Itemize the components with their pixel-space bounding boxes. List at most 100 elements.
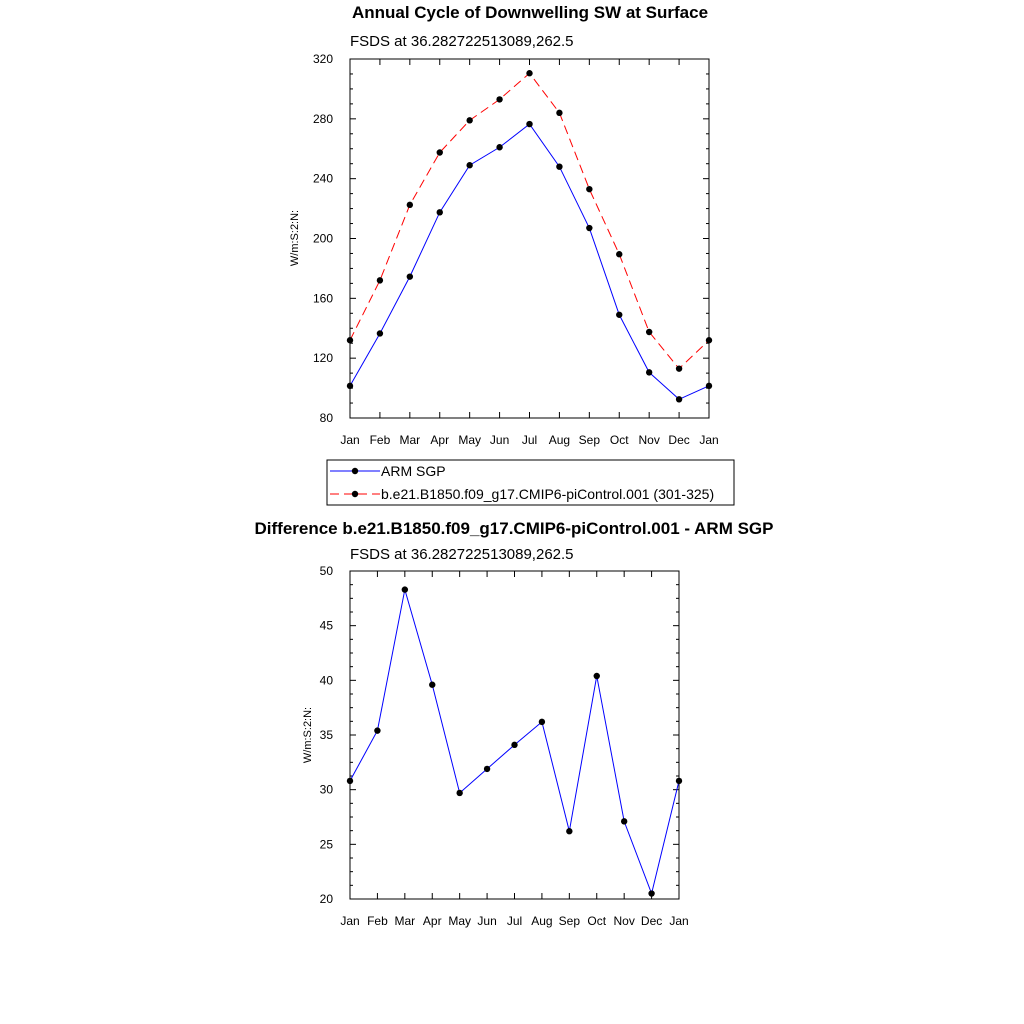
chart-2-series-0-point [483,765,491,773]
chart-1-series-0-point [616,311,623,318]
chart-1-series-1-point [376,277,384,284]
chart-2-y-tick-label: 30 [320,783,334,797]
chart-1-subtitle: FSDS at 36.282722513089,262.5 [350,33,574,50]
chart-1-series-0-point [645,369,653,376]
chart-2-x-tick-label: Aug [531,914,552,928]
chart-1-y-tick-label: 320 [313,52,333,66]
chart-1-series-0-point [586,224,593,232]
chart-2-subtitle: FSDS at 36.282722513089,262.5 [350,546,574,563]
chart-1-y-axis-label: W/m:S:2:N: [289,210,301,266]
chart-1-y-tick-label: 280 [313,112,333,126]
chart-2-x-tick-label: Apr [423,914,442,928]
chart-1-series-0-point [406,273,414,280]
chart-1-series-1-point [705,337,713,344]
chart-1-series-0-point [496,144,503,151]
chart-2-x-tick-label: Jan [340,914,359,928]
chart-1-title: Annual Cycle of Downwelling SW at Surfac… [352,3,708,22]
chart-1-series-line-1 [349,72,710,370]
chart-2-series-0-point [346,777,354,785]
chart-2-y-tick-label: 25 [320,837,334,851]
chart-1-x-tick-label: Apr [430,433,449,447]
chart-1-x-tick-label: Nov [638,433,659,447]
legend-marker-arm-sgp [351,467,359,475]
chart-2-series-0-point [401,586,409,593]
chart-2-x-tick-label: Nov [613,914,634,928]
chart-2-x-tick-label: Jun [477,914,496,928]
chart-2-series-0-point [538,718,546,726]
chart-2-x-tick-label: May [448,914,471,928]
chart-2-x-tick-label: Feb [367,914,388,928]
chart-2-series-0-point [429,681,436,688]
chart-1-series-0-point [376,330,384,337]
chart-1-series-layer [346,70,713,403]
chart-1-y-tick-label: 80 [320,411,334,425]
chart-2-x-tick-label: Jan [669,914,688,928]
chart-2-x-tick-label: Jul [507,914,522,928]
legend-box [326,459,735,506]
chart-1-x-tick-label: Mar [399,433,420,447]
chart-1-y-tick-label: 200 [313,232,333,246]
legend-label-arm-sgp: ARM SGP [381,463,446,479]
chart-1-series-1-point [586,185,593,193]
chart-1-series-0-point [436,209,443,216]
chart-1-series-0-point [675,396,683,403]
chart-2-series-layer [346,586,683,897]
chart-1-x-tick-label: Jul [522,433,537,447]
chart-panel-1: Annual Cycle of Downwelling SW at Surfac… [289,3,719,447]
chart-1-series-1-point [526,70,533,77]
chart-1-series-1-point [496,96,503,103]
chart-2-series-0-point [374,727,381,734]
chart-1-series-1-point [466,117,473,124]
chart-2-series-0-point [648,890,655,897]
chart-2-series-0-point [511,741,518,749]
chart-1-series-0-point [705,382,713,390]
chart-1-series-0-point [466,162,473,169]
chart-1-series-0-point [526,120,533,128]
chart-1-x-tick-label: Sep [579,433,601,447]
legend-marker-model [351,490,359,498]
chart-1-series-1-point [675,365,683,372]
chart-1-series-line-0 [349,123,710,400]
chart-1-series-1-point [645,328,653,336]
chart-2-y-axis-label: W/m:S:2:N: [302,707,314,763]
chart-2-series-0-point [593,672,600,680]
chart-2-y-tick-label: 20 [320,892,334,906]
chart-2-x-tick-label: Mar [394,914,415,928]
chart-2-x-tick-label: Oct [587,914,606,928]
chart-2-y-tick-label: 45 [320,619,334,633]
chart-2-series-0-point [675,777,683,785]
chart-1-series-1-point [346,337,354,344]
chart-1-series-1-point [616,251,623,258]
chart-1-y-tick-label: 120 [313,351,333,365]
chart-2-series-0-point [566,828,573,835]
chart-1-x-tick-label: Oct [610,433,629,447]
chart-2-y-tick-label: 40 [320,673,334,687]
chart-2-x-tick-label: Dec [641,914,662,928]
chart-2-y-tick-label: 35 [320,728,334,742]
chart-1-ticks: Jan Feb Mar Apr May Jun Jul Aug Sep Oct Nov Dec Jan 8… [313,52,719,447]
chart-2-series-0-point [456,789,463,797]
chart-1-x-tick-label: Jun [490,433,509,447]
chart-1-y-tick-label: 240 [313,172,333,186]
chart-2-series-line-0 [349,589,680,896]
chart-1-series-1-point [556,109,563,117]
chart-1-series-1-point [406,201,414,209]
chart-1-x-tick-label: Jan [340,433,359,447]
chart-2-series-0-point [620,818,628,825]
chart-1-x-tick-label: Aug [549,433,570,447]
chart-panel-2: Difference b.e21.B1850.f09_g17.CMIP6-piC… [255,519,774,928]
chart-1-series-0-point [556,163,563,170]
chart-1-series-1-point [436,149,443,156]
chart-2-ticks: Jan Feb Mar Apr May Jun Jul Aug Sep Oct Nov Dec Jan 2… [320,564,689,928]
chart-1-series-0-point [346,382,354,390]
chart-2-title: Difference b.e21.B1850.f09_g17.CMIP6-piC… [255,519,774,538]
chart-1-x-tick-label: Dec [668,433,689,447]
chart-1-x-tick-label: Jan [699,433,718,447]
chart-2-y-tick-label: 50 [320,564,334,578]
chart-2-x-tick-label: Sep [559,914,581,928]
chart-1-y-tick-label: 160 [313,291,333,305]
chart-1-plot-frame [349,58,710,419]
chart-1-x-tick-label: May [458,433,481,447]
chart-1-legend: ARM SGP b.e21.B1850.f09_g17.CMIP6-piCont… [326,459,735,506]
